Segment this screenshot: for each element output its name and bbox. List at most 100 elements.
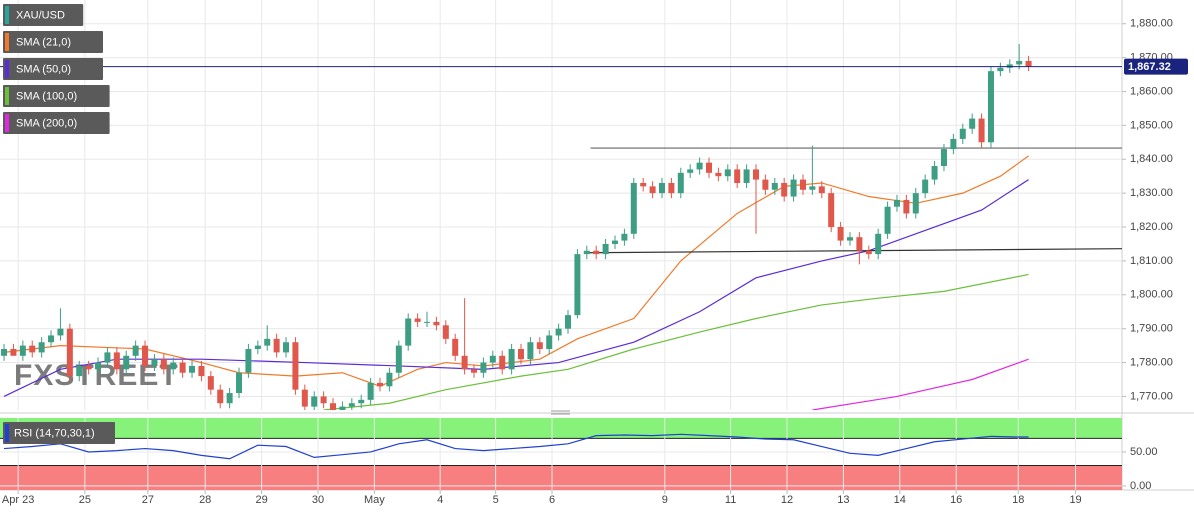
candle-body — [837, 227, 844, 241]
legend-item[interactable]: XAU/USD — [3, 4, 84, 26]
candle-body — [358, 399, 365, 404]
candle-body — [189, 365, 196, 373]
candle-body — [330, 403, 337, 410]
candle-body — [1, 349, 8, 356]
x-tick-label: 25 — [79, 494, 91, 506]
legend-item[interactable]: SMA (50,0) — [3, 58, 103, 80]
candle-body — [499, 355, 506, 370]
candle-body — [593, 250, 600, 255]
candle-body — [762, 179, 769, 190]
candle-body — [442, 325, 449, 339]
candle-body — [254, 345, 261, 350]
legend-label: SMA (50,0) — [16, 63, 71, 75]
candle-body — [367, 382, 374, 400]
y-tick-label: 1,850.00 — [1130, 119, 1173, 131]
candle-body — [320, 396, 327, 404]
candle-body — [922, 179, 929, 194]
candle-body — [518, 349, 525, 360]
candle-body — [903, 199, 910, 214]
x-tick-label: 16 — [950, 494, 962, 506]
candle-body — [236, 372, 243, 394]
candle-body — [527, 342, 534, 360]
legend-item[interactable]: SMA (100,0) — [3, 85, 110, 107]
candle-body — [611, 240, 618, 244]
x-tick-label: 27 — [142, 494, 154, 506]
last-price-label: 1,867.32 — [1128, 61, 1171, 73]
rsi-line — [3, 433, 1029, 460]
candle-body — [66, 328, 73, 377]
candle-body — [85, 365, 92, 370]
x-tick-label: 5 — [493, 494, 499, 506]
candle-body — [781, 182, 788, 197]
candle-body — [151, 359, 158, 366]
candle-body — [790, 179, 797, 197]
candle-body — [950, 138, 957, 150]
x-tick-label: 11 — [725, 494, 736, 506]
trend-line — [584, 248, 1122, 254]
candle-body — [743, 169, 750, 183]
legend-swatch — [5, 33, 9, 51]
candle-body — [283, 342, 290, 353]
candle-body — [987, 71, 994, 143]
candle-body — [452, 338, 459, 356]
candle-body — [377, 382, 384, 387]
y-tick-label: 1,770.00 — [1130, 390, 1173, 402]
candle-body — [123, 355, 130, 370]
candle-body — [875, 233, 882, 255]
x-tick-label: 28 — [199, 494, 211, 506]
candle-body — [386, 372, 393, 387]
legend-box — [3, 58, 103, 80]
candle-body — [292, 342, 299, 390]
y-tick-label: 1,800.00 — [1130, 289, 1173, 301]
candle-body — [95, 362, 102, 370]
candle-body — [48, 335, 55, 343]
candle-body — [489, 355, 496, 363]
candle-body — [508, 349, 515, 370]
candle-body — [142, 345, 149, 366]
candle-body — [76, 365, 83, 377]
candle-body — [724, 169, 731, 177]
y-tick-label: 1,820.00 — [1130, 221, 1173, 233]
candle-body — [546, 335, 553, 350]
candle-body — [395, 345, 402, 373]
candle-body — [480, 362, 487, 373]
resize-handle[interactable] — [551, 410, 570, 415]
candle-body — [940, 149, 947, 167]
x-tick-label: 18 — [1012, 494, 1024, 506]
candle-body — [677, 172, 684, 194]
legend-swatch — [5, 114, 9, 132]
legend-item[interactable]: SMA (21,0) — [3, 31, 103, 53]
x-tick-label: 30 — [312, 494, 324, 506]
candle-body — [856, 237, 863, 251]
candle-body — [658, 182, 665, 194]
legend-label: SMA (21,0) — [16, 36, 71, 48]
legend-item[interactable]: SMA (200,0) — [3, 112, 110, 134]
legend-label: SMA (100,0) — [16, 90, 77, 102]
rsi-legend[interactable]: RSI (14,70,30,1) — [3, 422, 115, 444]
candle-body — [132, 345, 139, 356]
candle-body — [893, 199, 900, 207]
sma-line — [3, 155, 1029, 387]
rsi-panel — [0, 418, 1122, 490]
legend-swatch — [5, 424, 9, 442]
candle-body — [649, 186, 656, 194]
x-tick-label: 29 — [255, 494, 267, 506]
candle-body — [630, 182, 637, 234]
candle-body — [536, 342, 543, 350]
candle-body — [752, 169, 759, 180]
y-tick-label: 50.00 — [1130, 446, 1158, 458]
last-price-box — [1124, 58, 1188, 75]
candle-body — [602, 243, 609, 255]
candle-body — [1006, 64, 1013, 68]
x-tick-label: 13 — [837, 494, 849, 506]
x-tick-label: 12 — [781, 494, 793, 506]
legend-box — [3, 112, 110, 134]
candle-body — [809, 186, 816, 190]
candle-body — [696, 162, 703, 170]
candle-body — [339, 406, 346, 410]
candle-body — [574, 254, 581, 316]
candle-body — [179, 362, 186, 373]
candle-body — [57, 328, 64, 336]
